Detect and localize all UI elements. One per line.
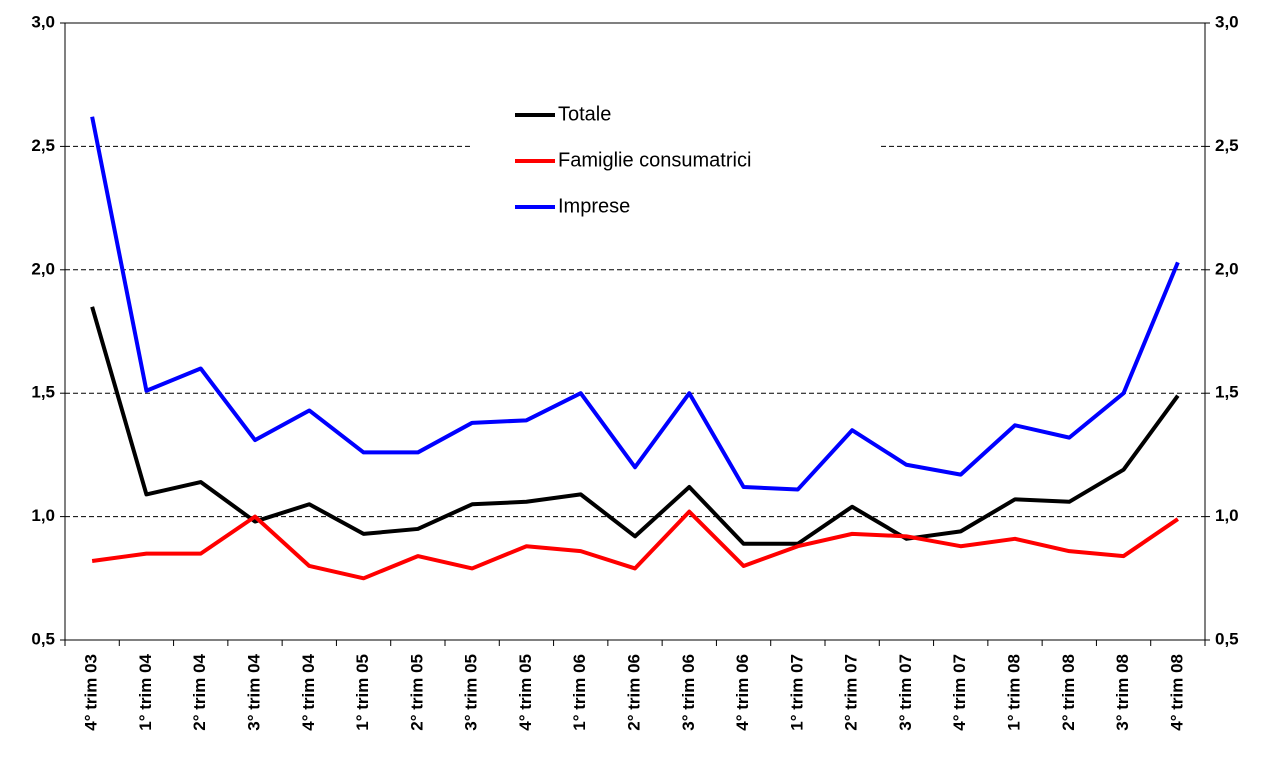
- y2-tick-label: 2,0: [1215, 259, 1239, 278]
- y-tick-label: 2,5: [31, 136, 55, 155]
- x-tick-label: 4° trim 08: [1167, 654, 1186, 731]
- x-tick-label: 1° trim 06: [570, 654, 589, 731]
- y2-tick-label: 1,5: [1215, 383, 1239, 402]
- series-line: [91, 509, 1179, 581]
- y-tick-label: 2,0: [31, 259, 55, 278]
- x-tick-label: 1° trim 08: [1004, 654, 1023, 731]
- x-tick-label: 4° trim 06: [733, 654, 752, 731]
- x-tick-label: 3° trim 07: [896, 654, 915, 731]
- x-tick-label: 1° trim 07: [787, 654, 806, 731]
- series-line: [90, 306, 1180, 546]
- legend-label: Imprese: [558, 195, 630, 217]
- x-tick-label: 1° trim 04: [136, 653, 155, 730]
- x-tick-label: 1° trim 05: [353, 654, 372, 731]
- x-tick-label: 3° trim 05: [462, 654, 481, 731]
- x-tick-label: 4° trim 07: [950, 654, 969, 731]
- y2-tick-label: 1,0: [1215, 506, 1239, 525]
- x-tick-label: 2° trim 05: [407, 654, 426, 731]
- x-tick-label: 2° trim 06: [624, 654, 643, 731]
- y-tick-label: 1,5: [31, 383, 55, 402]
- x-tick-label: 3° trim 04: [244, 653, 263, 730]
- x-tick-label: 2° trim 07: [842, 654, 861, 731]
- x-tick-label: 4° trim 03: [82, 654, 101, 731]
- x-tick-label: 4° trim 05: [516, 654, 535, 731]
- legend-label: Totale: [558, 103, 611, 125]
- x-tick-label: 3° trim 08: [1113, 654, 1132, 731]
- plot-frame: [64, 22, 1206, 641]
- series-line: [90, 116, 1180, 492]
- y-tick-label: 1,0: [31, 506, 55, 525]
- x-tick-label: 3° trim 06: [679, 654, 698, 731]
- legend-label: Famiglie consumatrici: [558, 149, 751, 171]
- y2-tick-label: 0,5: [1215, 629, 1239, 648]
- y-tick-label: 0,5: [31, 629, 55, 648]
- y2-tick-label: 3,0: [1215, 12, 1239, 31]
- y2-tick-label: 2,5: [1215, 136, 1239, 155]
- x-tick-label: 2° trim 08: [1059, 654, 1078, 731]
- x-tick-label: 4° trim 04: [299, 653, 318, 730]
- y-tick-label: 3,0: [31, 12, 55, 31]
- x-tick-label: 2° trim 04: [190, 653, 209, 730]
